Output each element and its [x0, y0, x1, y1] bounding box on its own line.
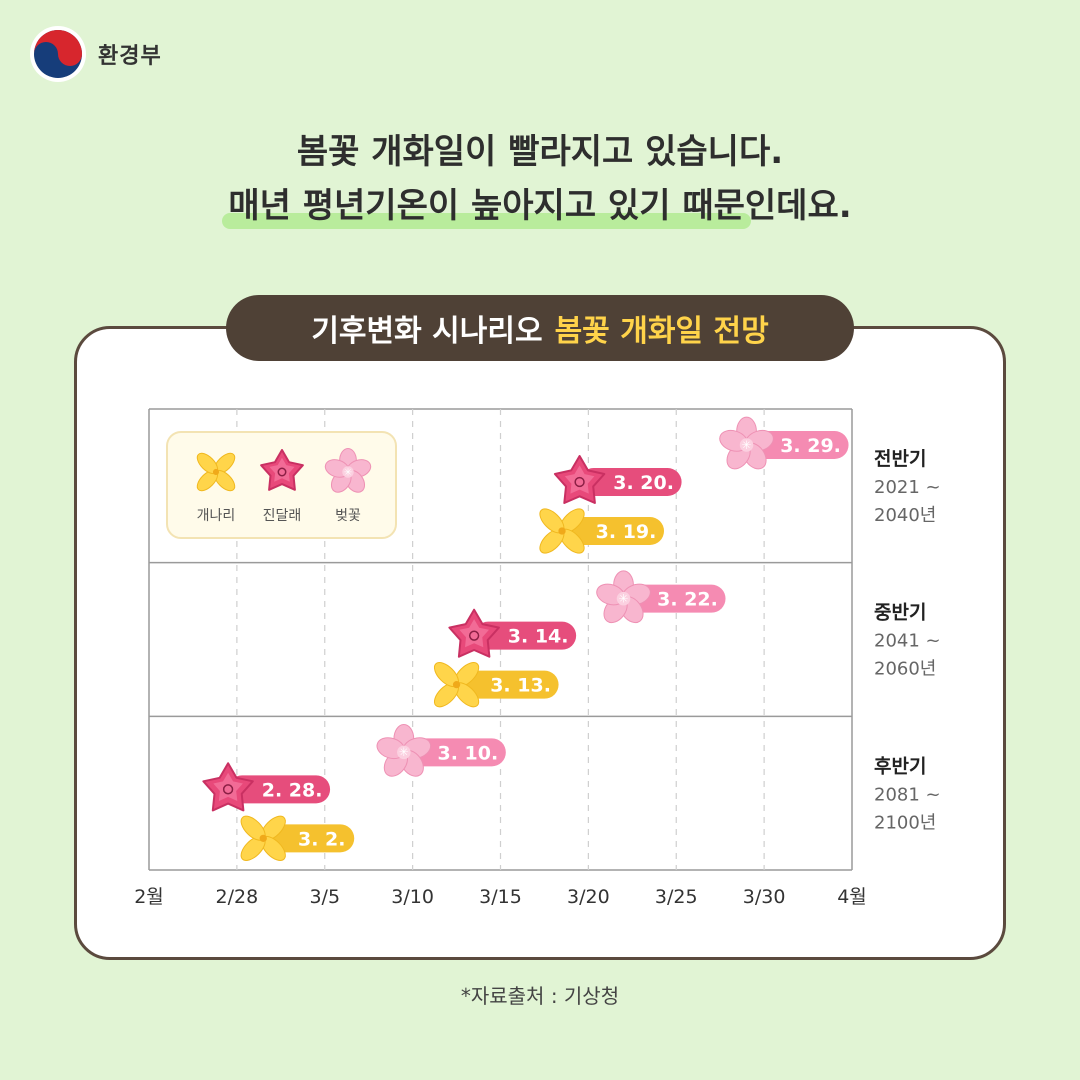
headline-line1: 봄꽃 개화일이 빨라지고 있습니다. [296, 132, 784, 172]
legend-label: 진달래 [263, 508, 302, 524]
value-label-bg [579, 468, 682, 496]
x-tick-label: 3/30 [743, 886, 786, 908]
legend-azalea-icon [260, 449, 304, 491]
x-tick-label: 3/15 [479, 886, 522, 908]
taegeuk-icon [30, 26, 86, 82]
value-label: 3. 19. [596, 521, 657, 543]
value-label: 3. 20. [613, 472, 674, 494]
period-range-end: 2040년 [874, 505, 936, 526]
data-point: ✳ 3. 29. [719, 416, 849, 470]
legend-forsythia-icon [196, 452, 236, 492]
x-tick-label: 3/20 [567, 886, 610, 908]
period-range-end: 2100년 [874, 812, 936, 833]
banner-prefix: 기후변화 시나리오 [311, 314, 543, 349]
value-label: 3. 13. [490, 675, 551, 697]
value-label: 3. 14. [508, 626, 569, 648]
value-label-bg [562, 517, 665, 545]
x-tick-label: 2월 [134, 886, 164, 908]
period-title: 중반기 [874, 602, 926, 624]
value-label-bg [263, 824, 355, 853]
x-tick-label: 2/28 [216, 886, 259, 908]
headline-line2: 매년 평년기온이 높아지고 있기 때문인데요. [0, 178, 1080, 229]
period-title: 후반기 [874, 755, 926, 777]
value-label-bg [474, 621, 577, 650]
data-point: 3. 14. [448, 608, 577, 658]
logo: 환경부 [30, 26, 162, 82]
value-label-bg [228, 775, 331, 804]
period-range-end: 2060년 [874, 659, 936, 680]
period-range-start: 2081 ~ [874, 784, 941, 805]
value-label: 3. 10. [437, 742, 498, 764]
source-note: *자료출처 : 기상청 [460, 984, 620, 1008]
svg-text:✳: ✳ [619, 592, 629, 606]
svg-text:✳: ✳ [399, 745, 409, 759]
data-point: 3. 19. [539, 508, 665, 554]
headline-highlight: 매년 평년기온이 높아지고 있기 때문 [222, 178, 751, 229]
data-point: 3. 20. [553, 455, 682, 504]
x-tick-label: 3/25 [655, 886, 698, 908]
data-point: ✳ 3. 22. [596, 570, 726, 624]
chart-title-banner: 기후변화 시나리오 봄꽃 개화일 전망 [226, 295, 854, 361]
headline-line2-rest: 인데요. [744, 186, 852, 226]
svg-text:✳: ✳ [344, 467, 352, 478]
value-label: 3. 29. [780, 435, 841, 457]
value-label: 2. 28. [262, 779, 323, 801]
period-range-start: 2021 ~ [874, 477, 941, 498]
value-label: 3. 22. [657, 589, 718, 611]
value-label-bg [456, 670, 559, 699]
data-point: 2. 28. [202, 762, 331, 812]
value-label: 3. 2. [298, 828, 346, 850]
data-point: 3. 13. [433, 662, 559, 708]
x-tick-label: 3/10 [391, 886, 434, 908]
legend-label: 벚꽃 [335, 508, 361, 524]
banner-highlight: 봄꽃 개화일 전망 [554, 314, 769, 349]
svg-text:✳: ✳ [742, 438, 752, 452]
brand-name: 환경부 [98, 44, 162, 69]
data-point: 3. 2. [240, 815, 355, 861]
legend-cherry-blossom-icon: ✳ [324, 447, 372, 493]
data-point: ✳ 3. 10. [376, 724, 506, 777]
period-title: 전반기 [874, 448, 926, 470]
period-range-start: 2041 ~ [874, 631, 941, 652]
legend: 개나리 진달래 ✳ 벚꽃 [166, 431, 397, 539]
legend-label: 개나리 [197, 508, 236, 524]
x-tick-label: 3/5 [309, 886, 340, 908]
x-tick-label: 4월 [837, 886, 867, 908]
